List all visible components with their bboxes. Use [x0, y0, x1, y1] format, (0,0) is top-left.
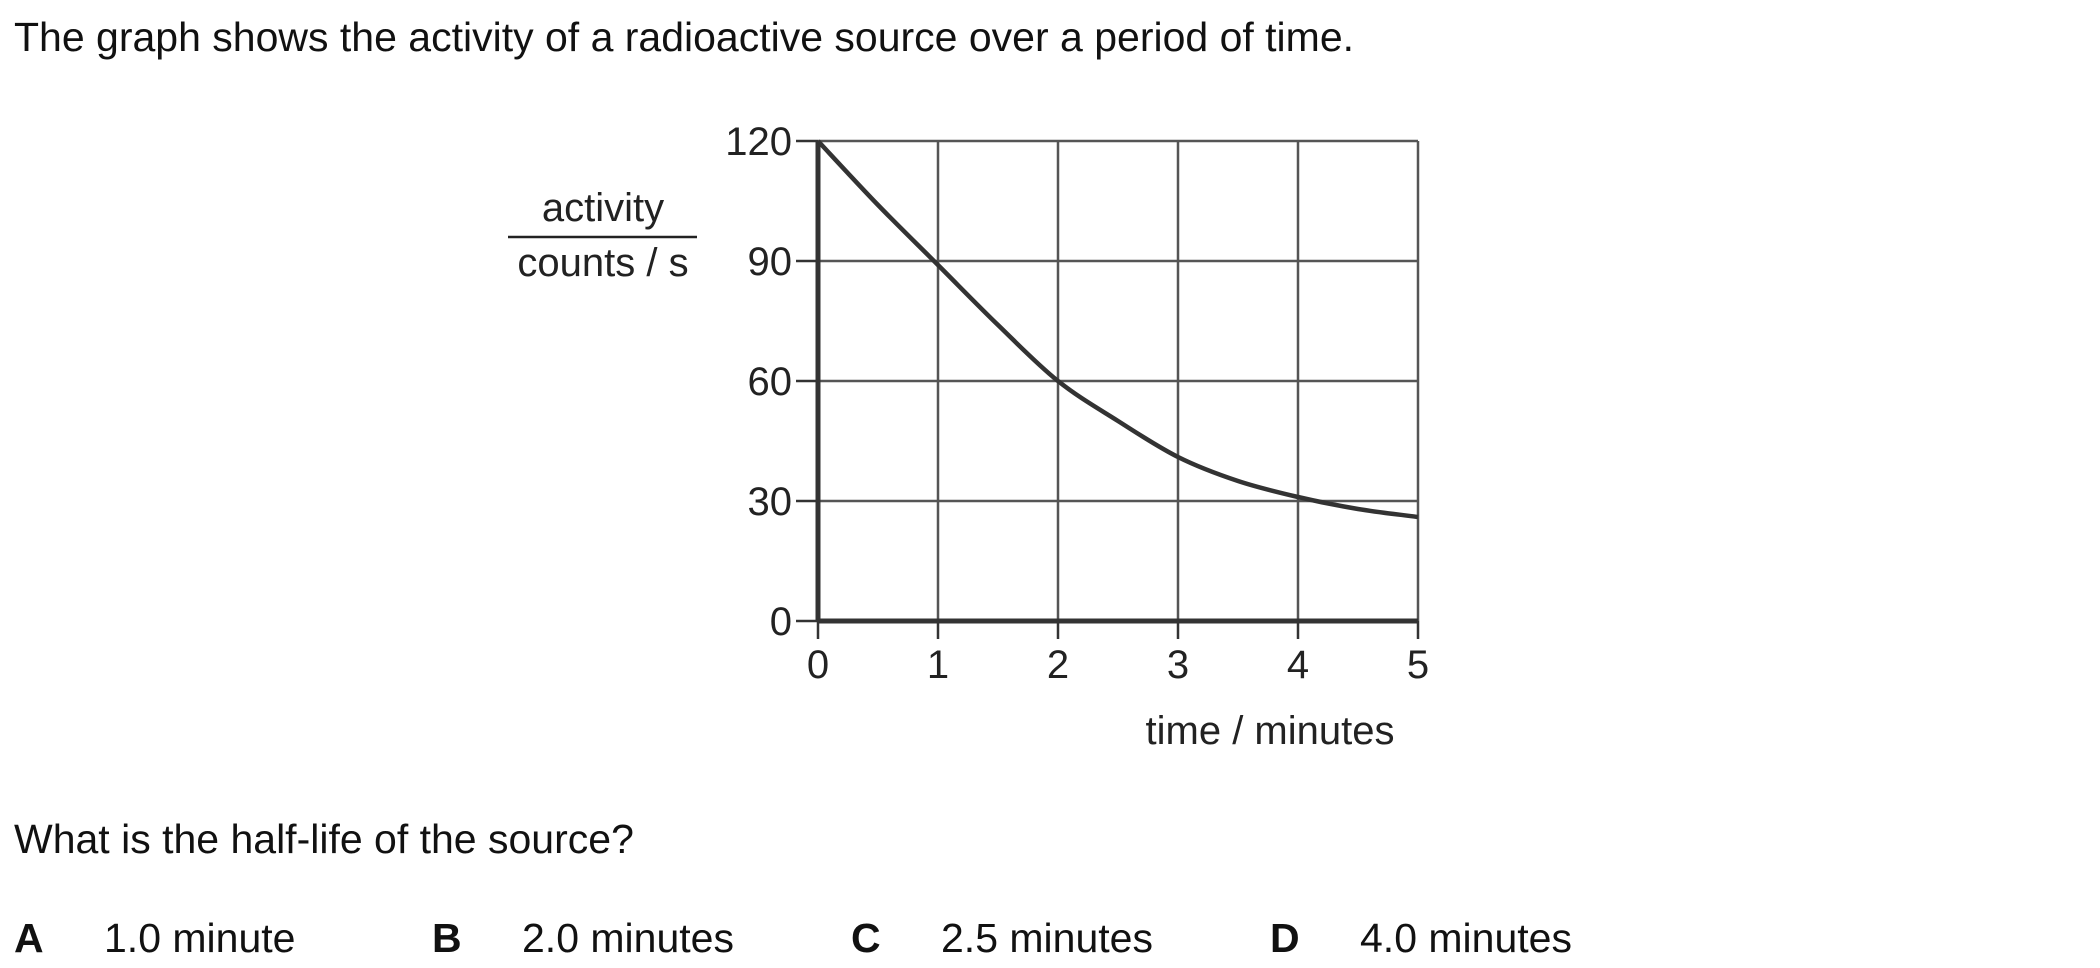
y-tick-label: 90	[748, 240, 793, 284]
x-tick-label: 4	[1287, 643, 1309, 687]
option-text: 4.0 minutes	[1360, 915, 1572, 961]
activity-decay-curve	[816, 139, 1419, 520]
y-tick-label: 60	[748, 360, 793, 404]
x-tick-label: 5	[1407, 643, 1429, 687]
chart-ticks: 0 30 60 90 120 0 1 2 3 4 5	[725, 120, 1429, 687]
y-tick-label: 30	[748, 480, 793, 524]
chart-labels: activity counts / s time / minutes	[508, 186, 1394, 753]
x-tick-label: 1	[927, 643, 949, 687]
option-text: 1.0 minute	[104, 915, 296, 961]
y-tick-label: 120	[725, 120, 792, 164]
answer-options: A 1.0 minute B 2.0 minutes C 2.5 minutes…	[14, 911, 2014, 965]
x-tick-label: 0	[807, 643, 829, 687]
x-tick-label: 2	[1047, 643, 1069, 687]
option-letter: B	[432, 915, 462, 961]
y-axis-label-top: activity	[542, 186, 664, 230]
chart-grid	[818, 139, 1420, 621]
chart-series	[816, 139, 1419, 520]
y-axis-label-bottom: counts / s	[517, 241, 688, 285]
question-intro: The graph shows the activity of a radioa…	[14, 14, 1355, 60]
option-letter: D	[1270, 915, 1300, 961]
question-prompt: What is the half-life of the source?	[14, 816, 634, 862]
x-tick-label: 3	[1167, 643, 1189, 687]
option-text: 2.0 minutes	[522, 915, 734, 961]
y-tick-label: 0	[770, 600, 792, 644]
option-letter: C	[851, 915, 881, 961]
x-axis-label: time / minutes	[1146, 709, 1395, 753]
option-text: 2.5 minutes	[941, 915, 1153, 961]
option-letter: A	[14, 915, 44, 961]
